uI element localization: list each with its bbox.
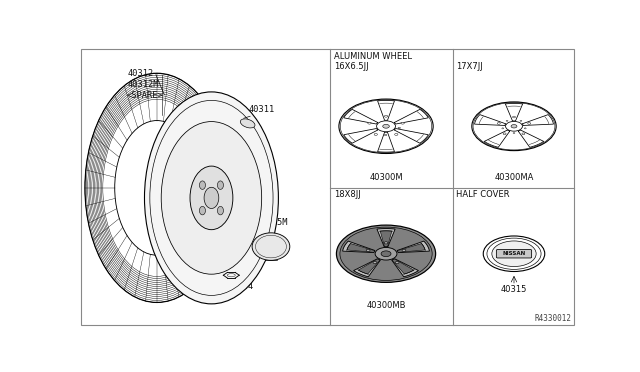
Text: 40315M: 40315M — [256, 218, 287, 227]
Circle shape — [528, 122, 531, 124]
Text: 40224: 40224 — [228, 282, 254, 291]
Text: 40300M: 40300M — [173, 165, 205, 174]
Polygon shape — [344, 109, 378, 124]
Circle shape — [384, 242, 388, 244]
Polygon shape — [353, 259, 380, 277]
Polygon shape — [347, 244, 375, 252]
Ellipse shape — [204, 187, 219, 208]
Circle shape — [402, 249, 406, 251]
Ellipse shape — [190, 166, 233, 230]
Polygon shape — [394, 109, 428, 124]
Text: ALUMINUM WHEEL: ALUMINUM WHEEL — [335, 52, 412, 61]
Circle shape — [374, 134, 378, 135]
Ellipse shape — [240, 119, 255, 128]
Circle shape — [396, 262, 399, 264]
Circle shape — [513, 116, 515, 118]
Circle shape — [395, 134, 398, 135]
Circle shape — [506, 121, 522, 131]
Circle shape — [483, 236, 545, 272]
Text: NISSAN: NISSAN — [502, 251, 525, 256]
Polygon shape — [342, 241, 375, 253]
Polygon shape — [378, 100, 394, 121]
Text: 40300M: 40300M — [369, 173, 403, 182]
Polygon shape — [394, 128, 428, 143]
Circle shape — [511, 125, 517, 128]
Polygon shape — [397, 241, 429, 253]
Text: 40312
40312M
<SPARE>: 40312 40312M <SPARE> — [127, 69, 164, 100]
Circle shape — [339, 99, 433, 154]
Text: 40311: 40311 — [249, 105, 275, 113]
Polygon shape — [378, 132, 394, 152]
Text: 40315: 40315 — [501, 285, 527, 294]
Polygon shape — [392, 259, 414, 274]
FancyBboxPatch shape — [497, 250, 532, 258]
Circle shape — [497, 122, 500, 124]
Polygon shape — [474, 115, 506, 125]
Circle shape — [492, 241, 536, 266]
Ellipse shape — [200, 181, 205, 189]
Ellipse shape — [145, 92, 278, 304]
Circle shape — [376, 121, 396, 132]
Text: HALF COVER: HALF COVER — [456, 190, 509, 199]
Polygon shape — [506, 103, 523, 121]
Polygon shape — [344, 128, 378, 143]
Circle shape — [368, 122, 371, 124]
Circle shape — [381, 251, 391, 257]
Polygon shape — [380, 231, 392, 247]
Circle shape — [375, 247, 397, 260]
Polygon shape — [358, 259, 380, 274]
Ellipse shape — [218, 181, 223, 189]
Circle shape — [385, 115, 388, 117]
Ellipse shape — [200, 206, 205, 215]
Circle shape — [383, 124, 389, 128]
Polygon shape — [484, 130, 510, 147]
Circle shape — [337, 225, 436, 282]
Ellipse shape — [252, 233, 290, 260]
Text: 40300MA: 40300MA — [494, 173, 534, 182]
Polygon shape — [522, 115, 554, 125]
Ellipse shape — [161, 122, 262, 274]
Polygon shape — [397, 244, 425, 252]
Circle shape — [522, 133, 525, 135]
Text: 40300MB: 40300MB — [366, 301, 406, 310]
Circle shape — [503, 133, 506, 135]
Circle shape — [472, 102, 556, 151]
Circle shape — [373, 262, 377, 264]
Circle shape — [401, 122, 404, 124]
Text: 17X7JJ: 17X7JJ — [456, 62, 483, 71]
Polygon shape — [377, 228, 395, 247]
Polygon shape — [392, 259, 419, 277]
Circle shape — [340, 227, 432, 280]
Text: 16X6.5JJ: 16X6.5JJ — [335, 62, 369, 71]
Circle shape — [366, 249, 370, 251]
Text: R4330012: R4330012 — [534, 314, 571, 323]
Ellipse shape — [218, 206, 223, 215]
Polygon shape — [518, 130, 544, 147]
Text: 18X8JJ: 18X8JJ — [335, 190, 361, 199]
